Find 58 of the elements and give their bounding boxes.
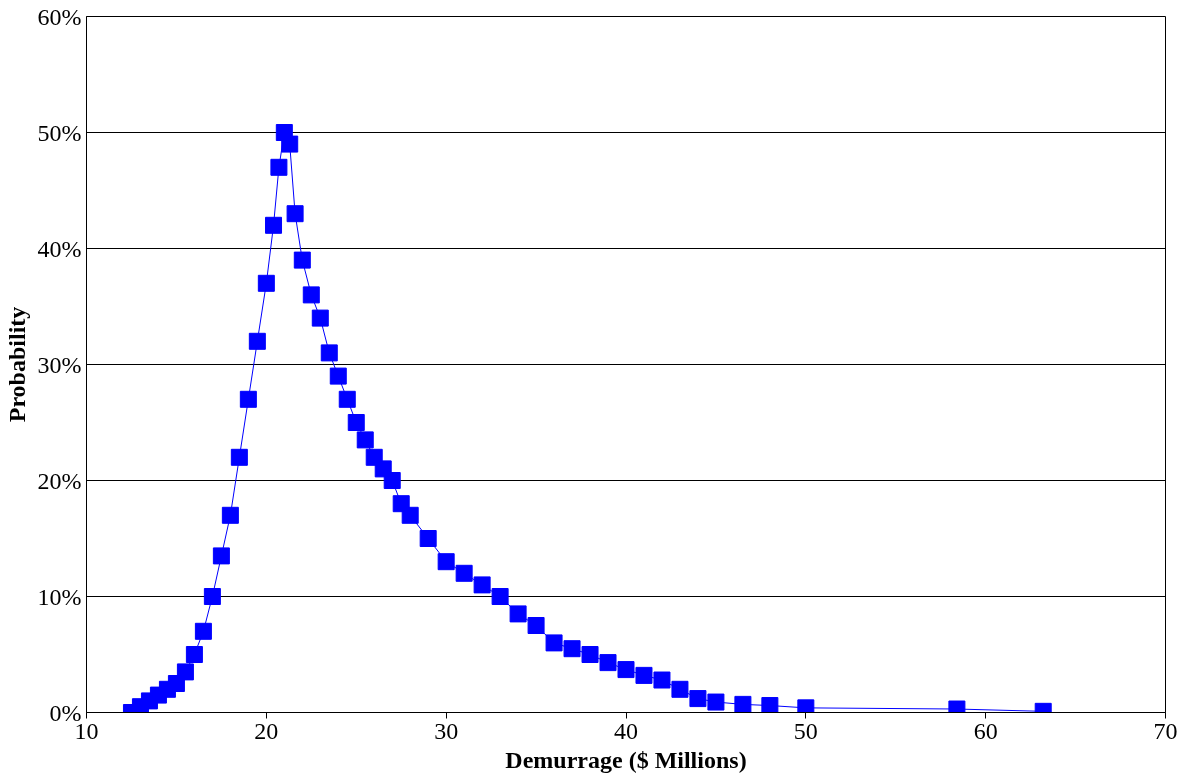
point: [212, 547, 230, 565]
point: [455, 564, 473, 582]
point: [797, 699, 815, 713]
point: [265, 216, 283, 234]
x-tick-label: 40: [614, 717, 638, 744]
point: [527, 617, 545, 634]
point: [671, 680, 689, 698]
x-tick-label: 20: [254, 717, 279, 744]
point: [176, 663, 194, 681]
y-axis-title: Probability: [3, 306, 30, 423]
point: [320, 344, 338, 362]
point: [293, 251, 311, 269]
y-tick-label: 50%: [37, 119, 82, 146]
point: [311, 309, 329, 327]
point: [257, 274, 275, 292]
x-tick-label: 60: [973, 717, 998, 744]
point: [563, 640, 581, 658]
x-tick-label: 50: [793, 717, 818, 744]
point: [599, 654, 617, 672]
point: [419, 530, 437, 547]
point: [617, 661, 635, 679]
point: [329, 367, 347, 385]
point: [635, 666, 653, 684]
point: [356, 431, 374, 449]
point: [347, 414, 365, 431]
x-axis-title: Demurrage ($ Millions): [505, 746, 747, 773]
point: [734, 695, 752, 713]
point: [239, 390, 257, 408]
point: [230, 448, 248, 466]
point: [248, 332, 266, 350]
point: [491, 588, 509, 605]
point: [281, 135, 299, 153]
y-tick-label: 20%: [37, 467, 82, 494]
point: [689, 690, 707, 708]
point: [383, 472, 401, 489]
point: [509, 605, 527, 623]
point: [473, 576, 491, 594]
point: [437, 553, 455, 571]
point: [270, 158, 288, 176]
point: [707, 693, 725, 711]
point: [338, 390, 356, 408]
point: [194, 622, 212, 640]
point: [203, 588, 221, 605]
point: [761, 697, 779, 713]
y-tick-label: 10%: [37, 583, 82, 610]
x-tick-label: 70: [1153, 717, 1178, 744]
point: [286, 205, 304, 223]
x-tick-label: 30: [434, 717, 459, 744]
point: [581, 646, 599, 663]
y-tick-label: 40%: [37, 235, 82, 262]
point: [545, 634, 563, 652]
y-tick-label: 60%: [37, 3, 82, 30]
y-tick-label: 30%: [37, 351, 82, 378]
point: [185, 646, 203, 663]
point: [221, 506, 239, 524]
point: [653, 671, 671, 689]
point: [302, 286, 320, 304]
point: [401, 506, 419, 524]
